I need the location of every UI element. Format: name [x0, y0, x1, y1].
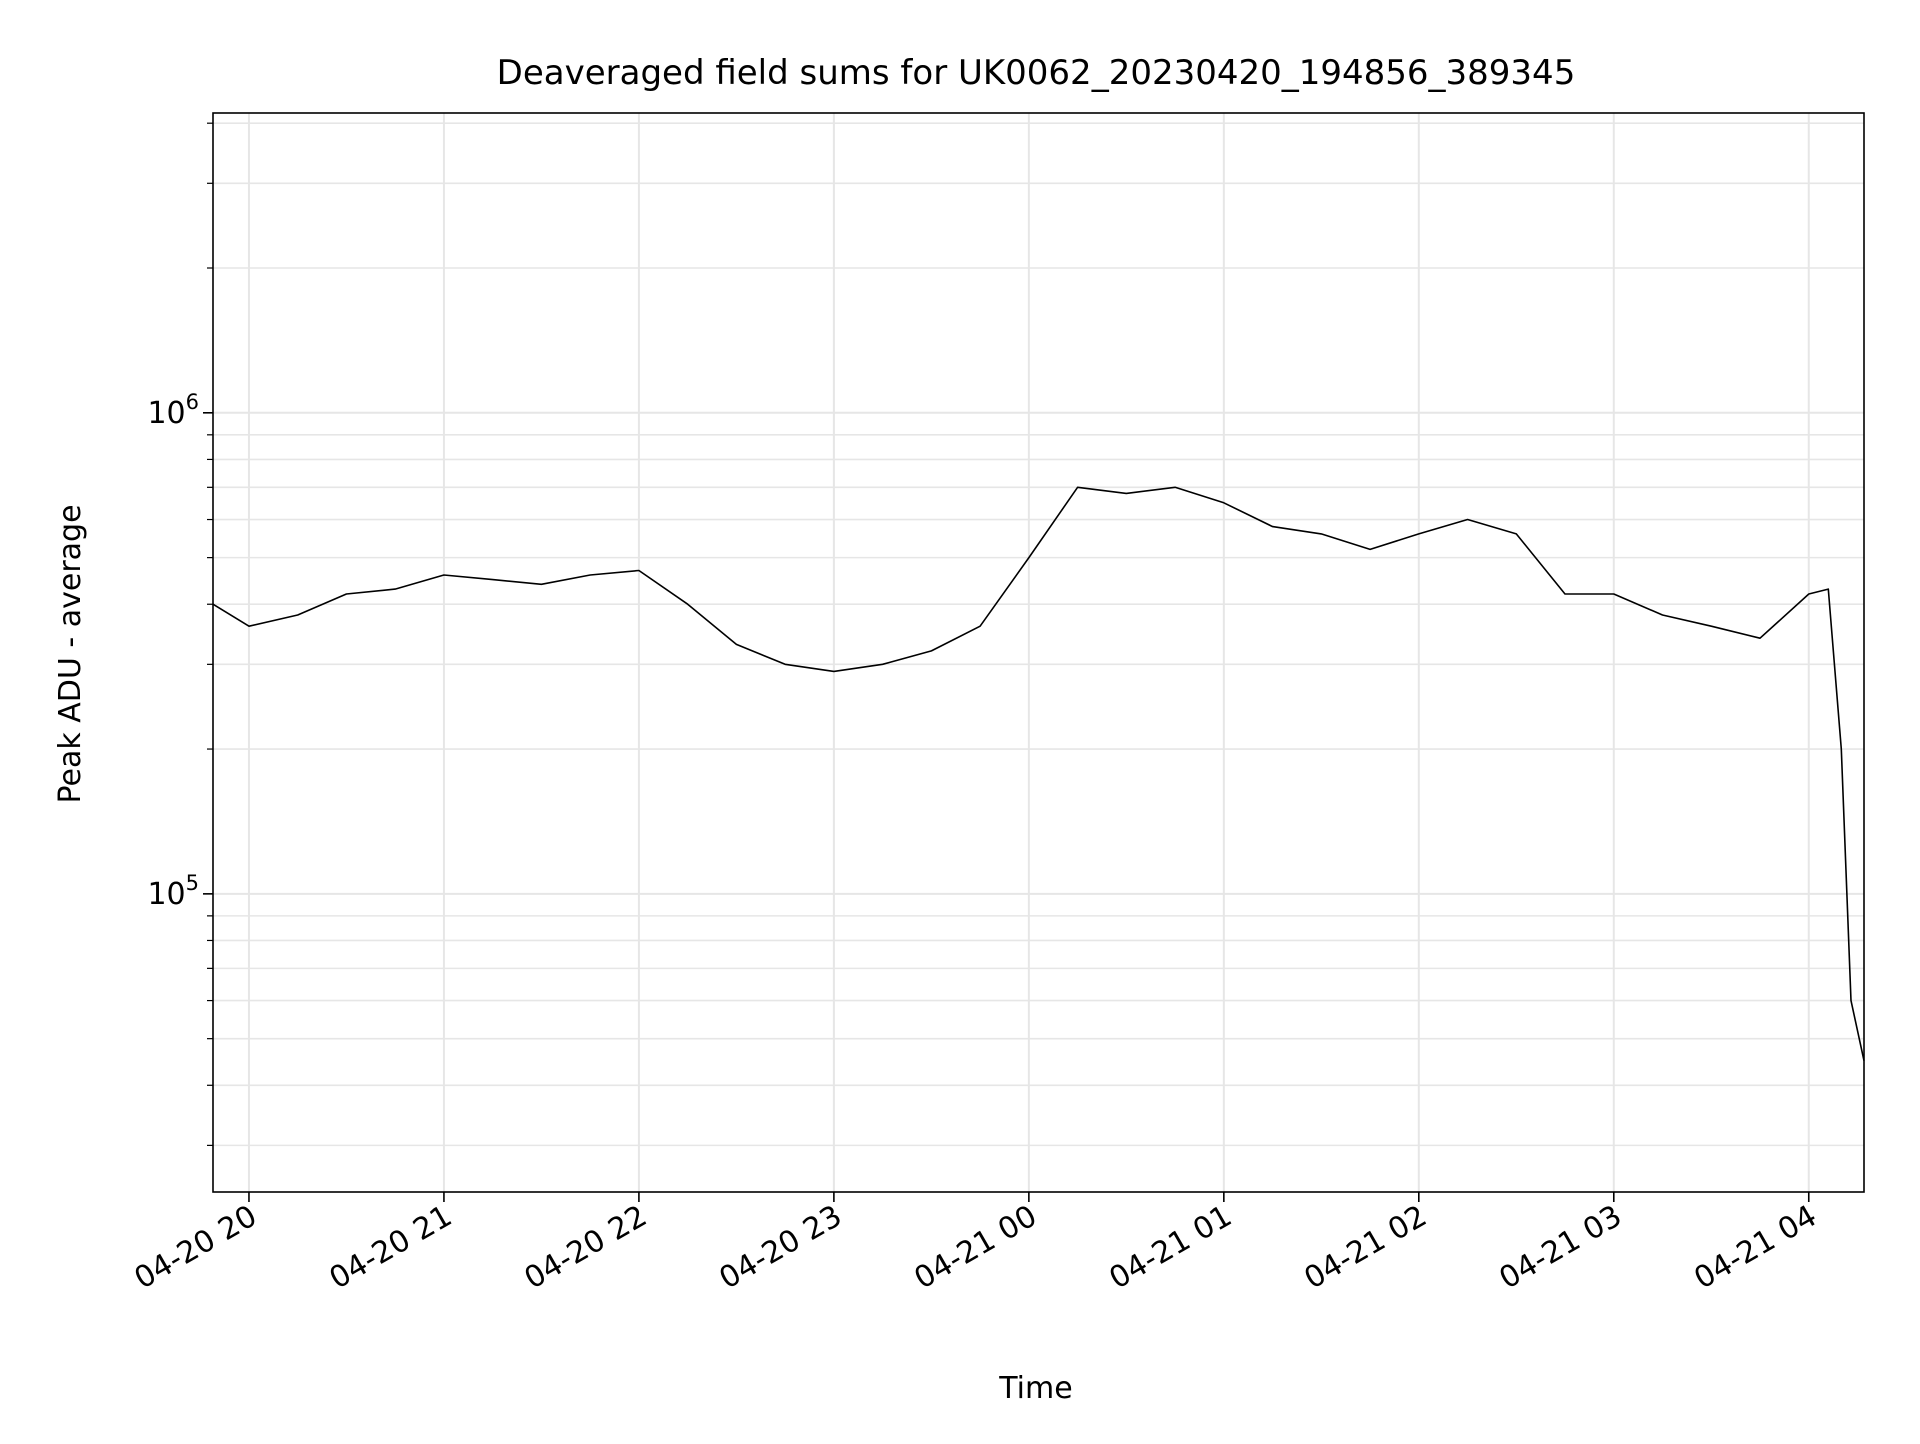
y-tick-label: 105 [147, 871, 199, 912]
y-axis: 105 106 [147, 122, 213, 1146]
y-tick-label: 106 [147, 390, 199, 431]
y-axis-label: Peak ADU - average [53, 504, 88, 803]
x-axis-label: Time [998, 1371, 1072, 1406]
series-line [212, 486, 1865, 1061]
chart-title: Deaveraged field sums for UK0062_2023042… [497, 53, 1576, 93]
plot-frame [212, 112, 1865, 1193]
series-layer [212, 486, 1865, 1061]
grid [213, 113, 1864, 1192]
